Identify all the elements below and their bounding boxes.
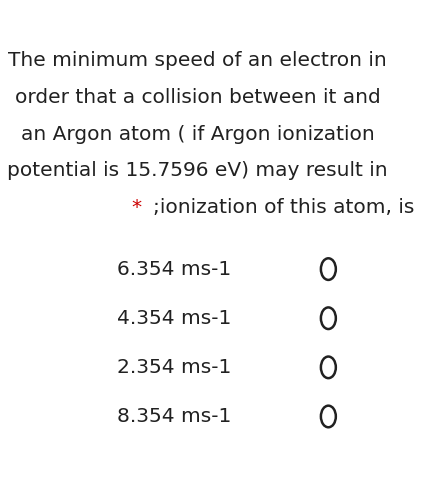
Text: 2.354 ms-1: 2.354 ms-1 bbox=[117, 358, 231, 377]
Text: ;ionization of this atom, is: ;ionization of this atom, is bbox=[153, 198, 414, 217]
Text: The minimum speed of an electron in: The minimum speed of an electron in bbox=[8, 51, 387, 70]
Text: an Argon atom ( if Argon ionization: an Argon atom ( if Argon ionization bbox=[21, 124, 374, 144]
Text: 4.354 ms-1: 4.354 ms-1 bbox=[117, 309, 231, 328]
Text: 6.354 ms-1: 6.354 ms-1 bbox=[117, 260, 231, 279]
Text: potential is 15.7596 eV) may result in: potential is 15.7596 eV) may result in bbox=[7, 162, 388, 180]
Text: order that a collision between it and: order that a collision between it and bbox=[15, 87, 380, 107]
Text: 8.354 ms-1: 8.354 ms-1 bbox=[117, 407, 231, 426]
Text: *: * bbox=[132, 198, 148, 217]
